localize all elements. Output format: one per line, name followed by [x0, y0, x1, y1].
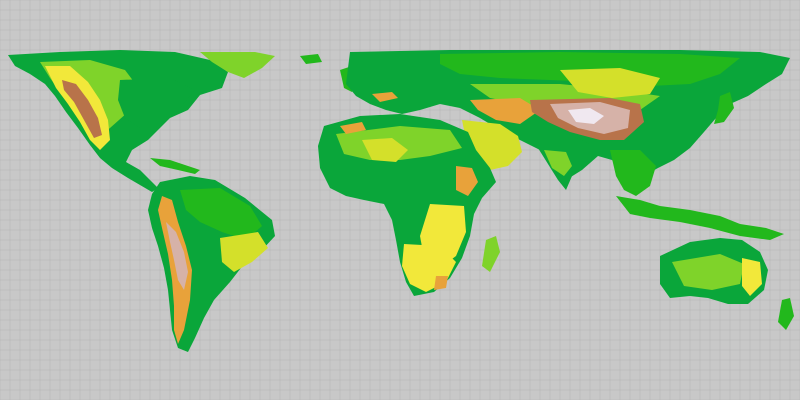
new-zealand	[778, 298, 794, 330]
atlas-mountains	[340, 122, 366, 134]
rocky-mountains	[62, 80, 102, 138]
indonesia	[616, 196, 784, 240]
greenland	[200, 52, 275, 78]
ethiopian-highlands	[456, 166, 478, 196]
sahara	[362, 138, 408, 162]
tibetan-peaks	[568, 108, 604, 124]
japan	[714, 92, 734, 124]
southeast-asia	[610, 150, 656, 196]
brazilian-highlands	[220, 232, 268, 272]
alps	[372, 92, 398, 102]
great-dividing-range	[742, 258, 762, 296]
mongolia-plateau	[560, 68, 660, 98]
drakensberg	[434, 276, 448, 290]
arabia	[462, 120, 522, 170]
andes	[166, 222, 188, 290]
deccan	[544, 150, 572, 176]
caribbean	[150, 158, 200, 174]
andes-foothills	[158, 196, 192, 344]
madagascar	[482, 236, 500, 272]
iceland	[300, 54, 322, 64]
outback	[672, 254, 744, 290]
landmasses	[8, 50, 794, 352]
amazon-basin	[180, 188, 262, 240]
caucasus-iran	[470, 98, 540, 124]
sahara-north	[336, 126, 462, 160]
great-plains-east	[118, 78, 195, 128]
